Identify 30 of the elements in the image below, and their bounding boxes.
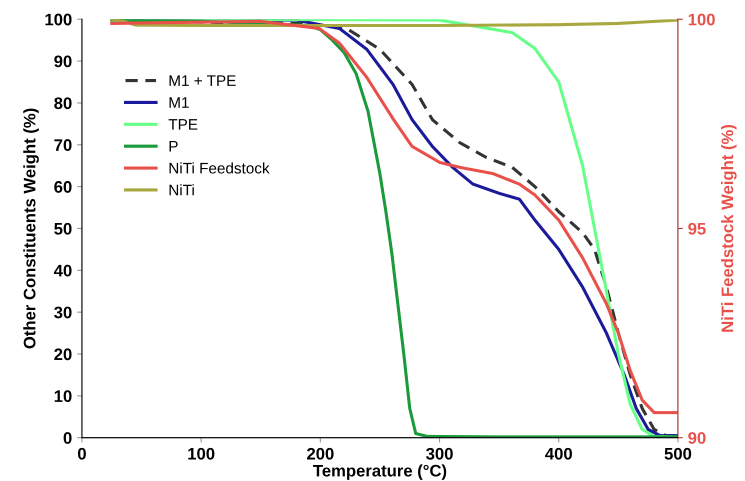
y-axis-title: Other Constituents Weight (%) (23, 108, 39, 348)
y-tick-label: 50 (54, 222, 72, 235)
y2-tick-label: 90 (688, 432, 706, 444)
legend-label: P (170, 141, 178, 152)
x-tick-label: 200 (307, 448, 334, 460)
y-tick-label: 90 (54, 55, 72, 68)
line-series (110, 19, 678, 28)
y-tick-label: 20 (54, 348, 72, 360)
y-tick-label: 30 (54, 306, 72, 318)
x-tick-label: 100 (188, 448, 214, 460)
y-tick-label: 80 (54, 97, 72, 110)
x-tick-label: 400 (545, 448, 572, 460)
y-tick-label: 60 (54, 181, 72, 193)
legend-label: M1 (170, 97, 189, 108)
legend-label: NiTi Feedstock (170, 162, 270, 174)
legend-label: TPE (168, 119, 198, 130)
legend-label: NiTi (170, 184, 194, 196)
y-tick-label: 10 (54, 390, 72, 402)
y-tick-label: 100 (45, 14, 72, 26)
y2-axis-title: NiTi Feedstock Weight (%) (721, 124, 737, 332)
y2-tick-label: 95 (688, 222, 706, 235)
x-tick-label: 500 (664, 448, 692, 460)
legend-label: M1 + TPE (170, 75, 236, 86)
y2-tick-label: 100 (688, 14, 715, 26)
x-axis-title: Temperature (°C) (313, 464, 446, 480)
x-tick-label: 0 (78, 448, 86, 460)
y-tick-label: 0 (64, 432, 72, 444)
x-tick-label: 300 (426, 448, 453, 460)
y-tick-label: 40 (54, 264, 72, 277)
y-tick-label: 70 (54, 139, 72, 151)
